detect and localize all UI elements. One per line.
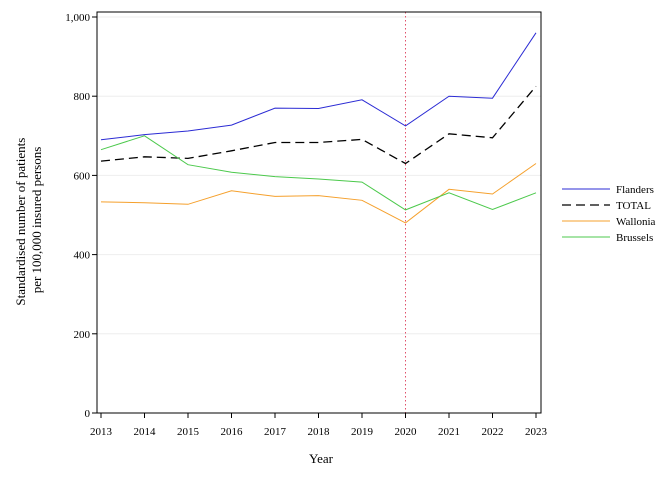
x-tick-label: 2013 [90, 426, 113, 438]
y-axis-title: Standardised number of patients per 100,… [13, 134, 44, 305]
series-line-brussels [100, 135, 537, 211]
x-tick-label: 2023 [525, 426, 548, 438]
plot-area-frame [96, 11, 542, 414]
y-tick-label: 0 [85, 408, 91, 420]
x-tick-label: 2016 [221, 426, 244, 438]
y-axis-title-line-2: per 100,000 insured persons [29, 147, 44, 294]
y-tick-label: 1,000 [65, 12, 90, 24]
series-line-flanders [100, 32, 537, 141]
x-tick-label: 2022 [482, 426, 504, 438]
y-tick-label: 600 [74, 170, 91, 182]
y-tick-label: 200 [74, 329, 91, 341]
y-tick-label: 400 [74, 250, 91, 262]
x-tick-label: 2015 [177, 426, 200, 438]
series-lines [100, 32, 537, 224]
y-axis-title-line-1: Standardised number of patients [13, 138, 28, 306]
y-tick-label: 800 [74, 91, 91, 103]
series-line-wallonia [100, 163, 537, 224]
legend-label-wallonia: Wallonia [616, 216, 656, 228]
gridlines [97, 16, 541, 335]
x-axis: 2013 2014 2015 2016 2017 2018 2019 2020 2021 2022… [90, 413, 548, 438]
legend-label-brussels: Brussels [616, 232, 653, 244]
series-line-total [100, 85, 537, 165]
x-tick-label: 2014 [134, 426, 157, 438]
x-axis-title: Year [309, 451, 334, 466]
x-tick-label: 2019 [351, 426, 374, 438]
legend-label-total: TOTAL [616, 200, 651, 212]
x-tick-label: 2021 [438, 426, 460, 438]
legend-label-flanders: Flanders [616, 184, 654, 196]
x-tick-label: 2017 [264, 426, 287, 438]
x-tick-label: 2020 [395, 426, 418, 438]
legend: Flanders TOTAL Wallonia Brussels [562, 184, 656, 244]
x-tick-label: 2018 [308, 426, 331, 438]
y-axis: 0 200 400 600 800 1,000 [65, 12, 97, 420]
